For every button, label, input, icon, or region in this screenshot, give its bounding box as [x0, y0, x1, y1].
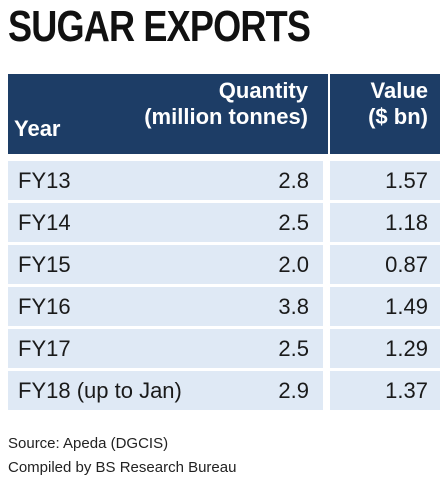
year-cell: FY14 — [18, 210, 71, 235]
value-cell: 1.49 — [385, 294, 428, 319]
value-cell: 0.87 — [385, 252, 428, 277]
year-cell: FY18 (up to Jan) — [18, 378, 182, 403]
value-cell: 1.18 — [385, 210, 428, 235]
sugar-exports-table: Year Quantity (million tonnes) Value ($ … — [8, 74, 440, 410]
table-row: FY18 (up to Jan) 2.9 1.37 — [8, 371, 440, 410]
row-right-cell: 0.87 — [330, 245, 440, 284]
row-left-cell: FY14 2.5 — [8, 203, 323, 242]
year-cell: FY13 — [18, 168, 71, 193]
row-left-cell: FY16 3.8 — [8, 287, 323, 326]
year-cell: FY16 — [18, 294, 71, 319]
row-right-cell: 1.49 — [330, 287, 440, 326]
row-left-cell: FY15 2.0 — [8, 245, 323, 284]
header-divider — [328, 74, 330, 154]
quantity-cell: 2.5 — [278, 336, 309, 361]
year-cell: FY17 — [18, 336, 71, 361]
quantity-cell: 2.5 — [278, 210, 309, 235]
header-year: Year — [14, 116, 61, 141]
header-quantity-line2: (million tonnes) — [144, 104, 308, 129]
table-row: FY17 2.5 1.29 — [8, 329, 440, 368]
value-cell: 1.37 — [385, 378, 428, 403]
row-right-cell: 1.18 — [330, 203, 440, 242]
source-note: Source: Apeda (DGCIS) — [8, 435, 169, 452]
chart-title: SUGAR EXPORTS — [8, 2, 311, 51]
table-header: Year Quantity (million tonnes) Value ($ … — [8, 74, 440, 154]
header-value: Value ($ bn) — [368, 78, 428, 130]
header-value-line2: ($ bn) — [368, 104, 428, 129]
row-left-cell: FY18 (up to Jan) 2.9 — [8, 371, 323, 410]
row-left-cell: FY13 2.8 — [8, 161, 323, 200]
table-row: FY15 2.0 0.87 — [8, 245, 440, 284]
quantity-cell: 2.0 — [278, 252, 309, 277]
header-quantity: Quantity (million tonnes) — [144, 78, 308, 130]
table-row: FY14 2.5 1.18 — [8, 203, 440, 242]
header-value-line1: Value — [370, 78, 428, 103]
row-right-cell: 1.57 — [330, 161, 440, 200]
quantity-cell: 2.8 — [278, 168, 309, 193]
header-quantity-line1: Quantity — [218, 78, 308, 103]
year-cell: FY15 — [18, 252, 71, 277]
table-row: FY16 3.8 1.49 — [8, 287, 440, 326]
value-cell: 1.57 — [385, 168, 428, 193]
quantity-cell: 2.9 — [278, 378, 309, 403]
table-body: FY13 2.8 1.57 FY14 2.5 1.18 FY15 2.0 0.87 FY16 3.8… — [8, 161, 440, 410]
row-right-cell: 1.29 — [330, 329, 440, 368]
table-row: FY13 2.8 1.57 — [8, 161, 440, 200]
quantity-cell: 3.8 — [278, 294, 309, 319]
value-cell: 1.29 — [385, 336, 428, 361]
row-right-cell: 1.37 — [330, 371, 440, 410]
row-left-cell: FY17 2.5 — [8, 329, 323, 368]
compiled-note: Compiled by BS Research Bureau — [8, 459, 237, 476]
